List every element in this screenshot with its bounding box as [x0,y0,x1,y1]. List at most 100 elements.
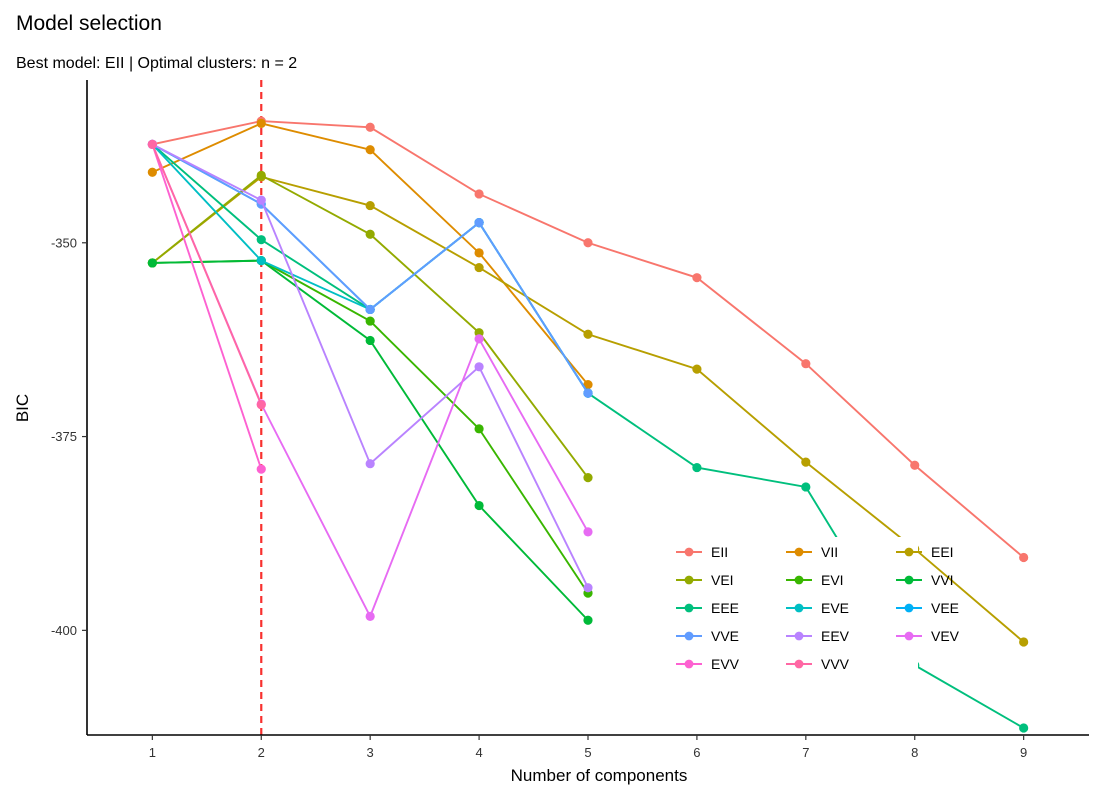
data-point-eii [474,189,484,199]
legend-label: VEE [931,600,959,616]
legend-key-point [794,575,804,585]
legend-label: VEI [711,572,734,588]
data-point-vii [256,118,266,129]
series-line-eve [151,143,589,394]
data-point-vii [583,380,593,390]
legend-item-vve: VVE [676,628,739,644]
series-line-vvi [152,259,589,621]
data-point-vvi [474,500,484,511]
data-point-eev [365,459,375,469]
series-line-evv [151,144,263,470]
legend-item-vvv: VVV [786,656,850,672]
legend-item-vii: VII [786,544,838,560]
chart-title: Model selection [16,12,162,35]
data-point-vev [365,611,375,622]
data-point-evi [365,316,375,326]
x-axis-title: Number of components [511,766,688,785]
data-point-vvi [583,615,593,625]
data-point-vii [365,145,375,155]
legend-key-point [904,603,914,613]
legend-key-point [794,547,804,557]
data-point-eei [801,457,811,467]
x-tick-label: 2 [258,745,265,760]
series-line-vii [151,122,589,386]
data-point-vei [256,170,266,180]
data-point-eii [801,359,811,369]
legend-key-point [794,603,804,613]
legend-key-point [684,575,694,585]
data-point-vev [474,334,484,344]
legend-label: EEE [711,600,739,616]
data-point-eii [583,238,593,248]
series-eii [147,116,1029,563]
legend-label: EII [711,544,728,560]
data-point-eei [474,262,484,273]
data-point-vii [147,167,157,177]
data-point-eei [583,329,593,339]
x-tick-label: 7 [802,745,809,760]
legend-label: VVI [931,572,954,588]
legend-key-point [684,631,694,641]
legend-item-eii: EII [676,544,728,560]
series-vve [147,139,593,398]
legend-key-point [684,603,694,613]
legend-key-point [904,547,914,557]
legend-item-eei: EEI [896,544,954,560]
data-point-eee [1019,723,1029,733]
x-tick-label: 6 [693,745,700,760]
legend-item-vei: VEI [676,572,734,588]
data-point-eii [365,122,375,132]
legend-label: EVE [821,600,849,616]
series-vei [147,170,593,483]
legend-label: VEV [931,628,960,644]
series-vvv [147,139,266,410]
data-point-vvv [256,400,266,410]
legend-label: EVV [711,656,740,672]
legend-key-point [904,631,914,641]
data-point-vei [583,473,593,483]
legend-item-evv: EVV [676,656,740,672]
series-line-vve [151,143,589,394]
data-point-vev [583,527,593,537]
data-point-eii [692,273,702,283]
y-tick-label: -375 [51,429,77,444]
series-evv [147,139,266,474]
chart-subtitle: Best model: EII | Optimal clusters: n = … [16,55,297,72]
x-tick-label: 8 [911,745,918,760]
data-point-eev [256,195,266,205]
legend-item-vev: VEV [896,628,960,644]
legend-item-eee: EEE [676,600,739,616]
data-point-vve [365,304,375,315]
data-point-vii [474,248,484,258]
y-axis-title: BIC [13,394,32,422]
legend-item-eev: EEV [786,628,850,644]
data-point-eei [1019,637,1029,647]
x-tick-label: 9 [1020,745,1027,760]
legend-label: EEI [931,544,954,560]
axis-ticks: 1 2 3 4 5 6 7 8 9 -350 -375 -400 [51,235,1027,760]
legend-label: VVV [821,656,850,672]
x-tick-label: 5 [584,745,591,760]
series-vii [147,118,593,390]
data-point-eev [583,583,593,593]
y-tick-label: -350 [51,235,77,250]
series-line-vee [151,143,589,394]
y-tick-label: -400 [51,623,77,638]
data-point-eee [256,235,266,245]
legend-label: EEV [821,628,850,644]
data-point-eii [1019,552,1029,563]
data-point-evi [474,424,484,434]
data-point-eii [910,460,920,470]
series-line-vvv [151,143,263,406]
data-point-vei [365,229,375,239]
data-point-eei [365,200,375,211]
legend-label: VVE [711,628,739,644]
data-point-vvi [365,335,375,346]
data-point-vve [583,388,593,398]
x-tick-label: 1 [149,745,156,760]
data-point-eee [801,482,811,492]
legend-item-vvi: VVI [896,572,954,588]
legend-item-eve: EVE [786,600,849,616]
x-tick-label: 4 [475,745,482,760]
data-point-evv [256,464,266,474]
